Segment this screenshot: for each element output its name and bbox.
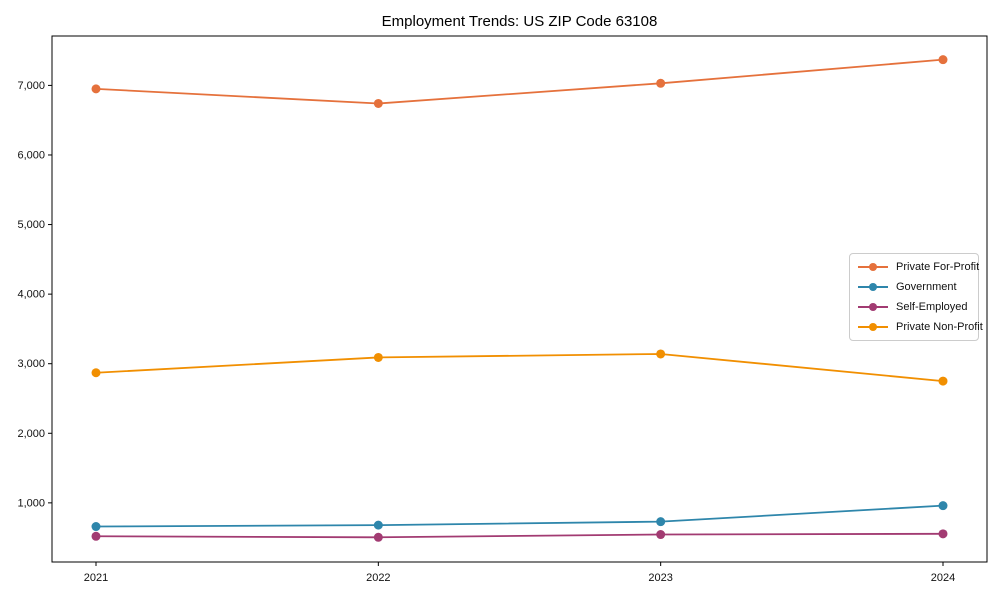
y-tick-label: 5,000 <box>17 219 45 231</box>
legend-item: Private For-Profit <box>858 257 979 277</box>
legend-line-marker-icon <box>858 262 888 272</box>
series-point <box>656 517 666 527</box>
series-point <box>91 531 101 541</box>
y-tick-label: 7,000 <box>17 80 45 92</box>
plot-border <box>51 35 988 563</box>
legend-item: Government <box>858 277 972 297</box>
y-axis: 1,000 2,000 3,000 4,000 5,000 6,000 7,000 <box>17 80 52 509</box>
series-point <box>373 532 383 542</box>
x-tick-label: 2022 <box>366 572 390 584</box>
series-line <box>95 353 944 382</box>
legend-line-marker-icon <box>858 282 888 292</box>
series-point <box>91 522 101 532</box>
x-axis: 2021 2022 2023 2024 <box>84 562 955 584</box>
series-point <box>938 55 948 65</box>
series-point <box>656 349 666 359</box>
series-point <box>656 78 666 88</box>
legend-label: Government <box>896 281 957 293</box>
y-tick-label: 3,000 <box>17 358 45 370</box>
series-point <box>373 98 383 108</box>
series-line <box>95 532 944 539</box>
series-point <box>656 530 666 540</box>
x-tick-label: 2023 <box>648 572 672 584</box>
legend-line-marker-icon <box>858 322 888 332</box>
legend-label: Private For-Profit <box>896 261 980 273</box>
x-tick-label: 2021 <box>84 572 108 584</box>
legend-label: Self-Employed <box>896 301 968 313</box>
chart-title: Employment Trends: US ZIP Code 63108 <box>381 13 658 30</box>
y-tick-label: 2,000 <box>17 428 45 440</box>
legend-label: Private Non-Profit <box>896 321 983 333</box>
series-point <box>938 529 948 539</box>
y-tick-label: 6,000 <box>17 149 45 161</box>
series-point <box>91 84 101 94</box>
legend-item: Self-Employed <box>858 297 972 317</box>
series-point <box>938 501 948 511</box>
legend: Private For-Profit Government Self-Emplo… <box>849 253 983 341</box>
series-point <box>373 352 383 362</box>
legend-line-marker-icon <box>858 302 888 312</box>
series-layer <box>91 55 948 542</box>
x-tick-label: 2024 <box>931 572 955 584</box>
series-line <box>95 504 944 528</box>
series-point <box>373 520 383 530</box>
y-tick-label: 1,000 <box>17 497 45 509</box>
y-tick-label: 4,000 <box>17 289 45 301</box>
series-point <box>91 368 101 378</box>
series-point <box>938 376 948 386</box>
series-line <box>95 58 944 105</box>
legend-item: Private Non-Profit <box>858 317 983 337</box>
